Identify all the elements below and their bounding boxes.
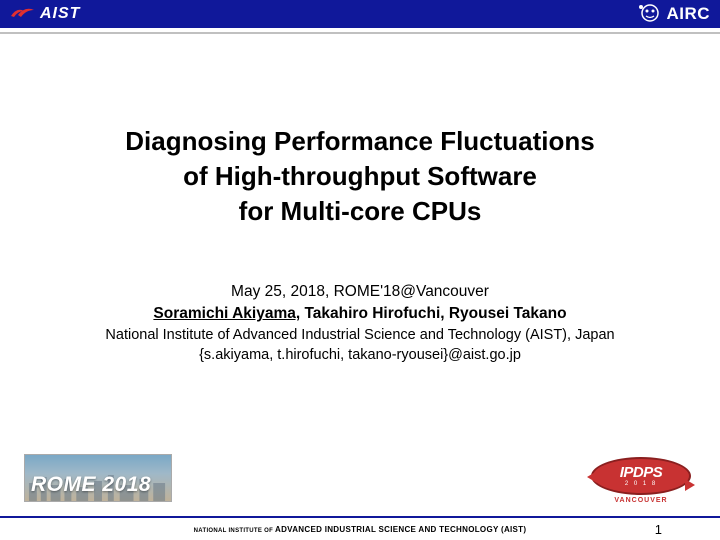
- arrow-right-icon: [685, 479, 695, 491]
- conference-logos-row: ROME 2018 IPDPS 2 0 1 8 VANCOUVER: [24, 450, 696, 502]
- ipdps-text: IPDPS: [620, 465, 663, 480]
- aist-logo-text: AIST: [40, 5, 80, 23]
- aist-logo: AIST: [10, 5, 80, 24]
- ipdps-oval: IPDPS 2 0 1 8 VANCOUVER: [591, 457, 691, 495]
- venue-line: May 25, 2018, ROME'18@Vancouver: [30, 281, 690, 303]
- title-line-1: Diagnosing Performance Fluctuations: [30, 124, 690, 159]
- footer-prefix: NATIONAL INSTITUTE OF: [194, 528, 275, 534]
- airc-logo: AIRC: [636, 2, 710, 27]
- arrow-left-icon: [587, 471, 597, 483]
- footer-main: ADVANCED INDUSTRIAL SCIENCE AND TECHNOLO…: [275, 525, 526, 534]
- emails-line: {s.akiyama, t.hirofuchi, takano-ryousei}…: [30, 345, 690, 365]
- airc-face-icon: [636, 2, 662, 27]
- title-block: Diagnosing Performance Fluctuations of H…: [30, 124, 690, 229]
- affiliation-line: National Institute of Advanced Industria…: [30, 325, 690, 345]
- authors-line: Soramichi Akiyama, Takahiro Hirofuchi, R…: [30, 303, 690, 325]
- rome-2018-badge: ROME 2018: [24, 454, 172, 502]
- title-line-2: of High-throughput Software: [30, 159, 690, 194]
- page-number: 1: [655, 522, 662, 537]
- header-divider: [0, 28, 720, 34]
- rome-badge-text: ROME 2018: [31, 473, 151, 497]
- airc-logo-text: AIRC: [666, 4, 710, 24]
- ipdps-city: VANCOUVER: [612, 497, 669, 504]
- co-authors: Takahiro Hirofuchi, Ryousei Takano: [300, 305, 566, 322]
- lead-author: Soramichi Akiyama,: [153, 305, 300, 322]
- footer-bar: NATIONAL INSTITUTE OF ADVANCED INDUSTRIA…: [0, 516, 720, 540]
- ipdps-year: 2 0 1 8: [625, 481, 657, 487]
- meta-block: May 25, 2018, ROME'18@Vancouver Soramich…: [30, 281, 690, 365]
- ipdps-badge: IPDPS 2 0 1 8 VANCOUVER: [586, 450, 696, 502]
- slide-content: Diagnosing Performance Fluctuations of H…: [0, 36, 720, 510]
- title-line-3: for Multi-core CPUs: [30, 194, 690, 229]
- header-bar: AIST AIRC: [0, 0, 720, 28]
- footer-text: NATIONAL INSTITUTE OF ADVANCED INDUSTRIA…: [194, 525, 527, 534]
- aist-swoosh-icon: [10, 5, 36, 24]
